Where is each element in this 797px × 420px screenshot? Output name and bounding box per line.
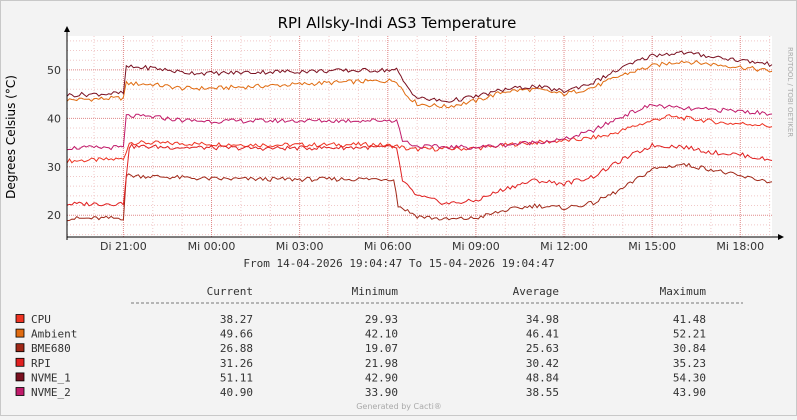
- plot-area: [67, 36, 772, 237]
- legend-value: 31.26: [220, 357, 253, 370]
- legend-series-name: NVME_1: [31, 371, 71, 384]
- x-tick-label: Mi 06:00: [364, 240, 412, 253]
- x-axis-arrow: [778, 234, 784, 240]
- legend-value: 26.88: [220, 342, 253, 355]
- legend-row: BME680 26.88 19.07 25.63 30.84: [15, 342, 706, 355]
- legend-value: 30.84: [673, 342, 706, 355]
- legend-series-name: NVME_2: [31, 386, 71, 399]
- legend-value: 49.66: [220, 328, 253, 341]
- legend-swatch: [15, 314, 25, 323]
- legend-swatch: [15, 387, 25, 396]
- legend-value: 41.48: [673, 313, 706, 326]
- legend-value: 52.21: [673, 328, 706, 341]
- legend-value: 29.93: [365, 313, 398, 326]
- legend-table: CPU 38.27 29.93 34.98 41.48 Ambient 49.66 42.10…: [15, 313, 706, 399]
- legend-series-name: CPU: [31, 313, 51, 326]
- legend-value: 48.84: [526, 371, 559, 384]
- side-label: RRDTOOL / TOBI OETIKER: [786, 47, 794, 137]
- legend-swatch: [15, 372, 25, 382]
- legend-value: 46.41: [526, 328, 559, 341]
- x-tick-label: Di 21:00: [100, 240, 147, 253]
- legend-swatch: [15, 357, 25, 367]
- y-axis-arrow: [64, 26, 70, 32]
- legend-headers: Current Minimum Average Maximum: [207, 285, 707, 298]
- legend-value: 30.42: [526, 357, 559, 370]
- x-tick-labels: Di 21:00 Mi 00:00 Mi 03:00 Mi 06:00 Mi 09:00…: [100, 240, 764, 253]
- legend-row: RPI 31.26 21.98 30.42 35.23: [15, 357, 706, 370]
- legend-value: 33.90: [365, 386, 398, 399]
- x-tick-label: Mi 00:00: [188, 240, 236, 253]
- y-tick-label: 30: [47, 161, 61, 174]
- x-tick-label: Mi 15:00: [628, 240, 676, 253]
- legend-value: 43.90: [673, 386, 706, 399]
- legend-header-current: Current: [207, 285, 253, 298]
- y-tick-label: 40: [47, 112, 61, 125]
- chart-title: RPI Allsky-Indi AS3 Temperature: [278, 14, 517, 32]
- legend-value: 34.98: [526, 313, 559, 326]
- series-line-nvme-1: [66, 50, 773, 103]
- legend-value: 38.55: [526, 386, 559, 399]
- x-tick-label: Mi 12:00: [540, 240, 588, 253]
- legend-series-name: BME680: [31, 342, 71, 355]
- x-tick-label: Mi 09:00: [452, 240, 500, 253]
- legend-row: NVME_1 51.11 42.90 48.84 54.30: [15, 371, 706, 384]
- legend-header-average: Average: [513, 285, 559, 298]
- legend-value: 38.27: [220, 313, 253, 326]
- legend-value: 21.98: [365, 357, 398, 370]
- series-line-nvme-2: [66, 103, 773, 151]
- legend-series-name: RPI: [31, 357, 51, 370]
- series-line-ambient: [66, 59, 773, 109]
- series-line-rpi: [66, 142, 773, 207]
- legend-value: 25.63: [526, 342, 559, 355]
- legend-header-maximum: Maximum: [660, 285, 707, 298]
- legend-header-minimum: Minimum: [352, 285, 399, 298]
- legend-swatch: [15, 343, 25, 353]
- date-range: From 14-04-2026 19:04:47 To 15-04-2026 1…: [243, 257, 554, 270]
- y-tick-labels: 20 30 40 50: [47, 64, 61, 222]
- legend-series-name: Ambient: [31, 328, 77, 341]
- y-axis-label: Degrees Celsius (°C): [4, 75, 18, 199]
- legend-value: 42.90: [365, 371, 398, 384]
- series-line-cpu: [66, 114, 773, 164]
- legend-value: 40.90: [220, 386, 253, 399]
- legend-row: Ambient 49.66 42.10 46.41 52.21: [15, 328, 706, 341]
- footer-text: Generated by Cacti®: [356, 402, 442, 411]
- y-tick-label: 20: [47, 209, 61, 222]
- x-tick-label: Mi 03:00: [276, 240, 324, 253]
- legend-value: 51.11: [220, 371, 253, 384]
- series-lines: [66, 50, 773, 222]
- legend-value: 42.10: [365, 328, 398, 341]
- legend-value: 19.07: [365, 342, 398, 355]
- x-tick-label: Mi 18:00: [716, 240, 764, 253]
- legend-swatch: [15, 328, 25, 338]
- legend-value: 54.30: [673, 371, 706, 384]
- series-line-bme680: [66, 162, 773, 222]
- legend-row: NVME_2 40.90 33.90 38.55 43.90: [15, 386, 706, 399]
- axes: [64, 26, 784, 240]
- legend-row: CPU 38.27 29.93 34.98 41.48: [15, 313, 706, 326]
- legend-value: 35.23: [673, 357, 706, 370]
- y-tick-label: 50: [47, 64, 61, 77]
